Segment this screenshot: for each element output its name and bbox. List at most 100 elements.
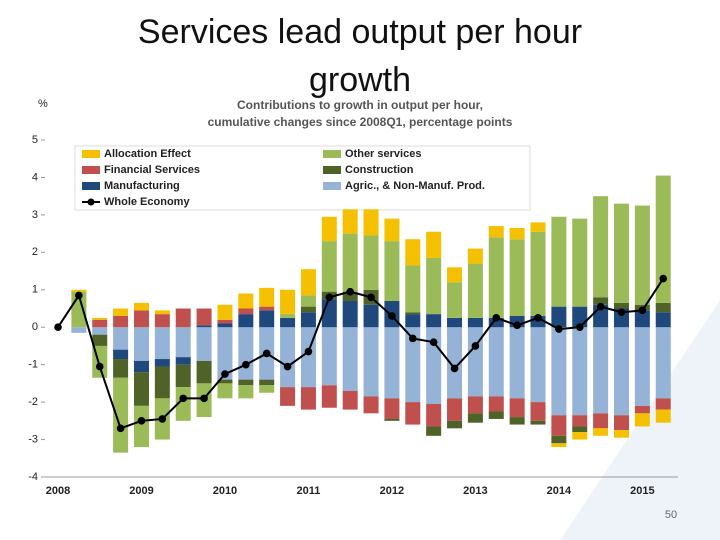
bar-segment	[113, 359, 129, 378]
line-marker	[221, 370, 229, 378]
bar-segment	[634, 205, 650, 305]
bar-segment	[467, 263, 483, 318]
bar-segment	[300, 387, 316, 410]
bar-segment	[259, 310, 275, 328]
line-marker	[346, 287, 354, 296]
bar-segment	[196, 325, 212, 328]
legend-swatch	[323, 150, 341, 158]
x-tick-label: 2013	[463, 485, 487, 497]
bar-segment	[467, 396, 483, 414]
legend-swatch	[323, 166, 341, 174]
bar-segment	[113, 377, 129, 453]
bar-segment	[572, 415, 588, 427]
bar-segment	[593, 428, 609, 436]
bar-segment	[593, 413, 609, 429]
bar-segment	[613, 308, 629, 328]
bar-segment	[467, 327, 483, 397]
bar-segment	[530, 402, 546, 421]
line-marker	[471, 342, 480, 350]
bar-segment	[447, 327, 463, 399]
bar-segment	[92, 327, 108, 335]
bar-segment	[572, 426, 588, 433]
line-marker	[555, 325, 563, 333]
bar-segment	[572, 218, 588, 307]
bar-segment	[321, 241, 337, 292]
bar-segment	[593, 327, 609, 414]
line-marker	[492, 314, 501, 322]
line-marker	[179, 394, 188, 403]
bar-segment	[280, 314, 296, 318]
x-tick-label: 2008	[46, 485, 70, 497]
bar-segment	[71, 327, 87, 333]
slide-title: Services lead output per hour growth	[137, 13, 583, 99]
bar-segment	[342, 327, 358, 391]
bar-segment	[447, 398, 463, 421]
legend-label: Manufacturing	[104, 180, 180, 192]
bar-segment	[447, 267, 463, 283]
bar-segment	[342, 390, 358, 410]
y-tick-label: 0	[32, 321, 38, 333]
bar-segment	[175, 357, 191, 365]
bar-segment	[363, 396, 379, 414]
line-marker	[116, 424, 125, 433]
legend-label: Agric., & Non-Manuf. Prod.	[345, 180, 485, 192]
bar-segment	[363, 235, 379, 290]
bar-segment	[613, 430, 629, 438]
bar-segment	[655, 327, 671, 399]
bar-segment	[655, 175, 671, 303]
line-marker	[408, 334, 417, 343]
bar-segment	[634, 413, 650, 427]
line-marker	[200, 394, 208, 403]
bar-segment	[447, 420, 463, 429]
line-marker	[367, 293, 375, 302]
bar-segment	[300, 295, 316, 307]
bar-segment	[363, 209, 379, 236]
bar-segment	[300, 269, 316, 296]
bar-segment	[133, 360, 149, 373]
bar-segment	[133, 327, 149, 361]
bar-segment	[613, 302, 629, 309]
line-marker	[283, 362, 292, 371]
bar-segment	[363, 327, 379, 397]
bar-segment	[551, 327, 567, 416]
bar-segment	[447, 282, 463, 318]
legend-label: Whole Economy	[104, 196, 190, 208]
bar-segment	[259, 385, 275, 393]
bar-segment	[238, 314, 254, 328]
bar-segment	[133, 372, 149, 406]
bar-segment	[238, 293, 254, 309]
y-tick-label: 1	[32, 284, 38, 296]
bar-segment	[613, 327, 629, 416]
bar-segment	[321, 327, 337, 386]
line-marker	[659, 274, 668, 283]
x-tick-label: 2015	[630, 485, 654, 497]
bar-segment	[384, 327, 400, 399]
bar-segment	[488, 396, 504, 412]
bar-segment	[217, 323, 233, 328]
legend-marker	[87, 198, 95, 206]
bar-segment	[384, 218, 400, 242]
y-tick-label: 2	[32, 246, 38, 258]
bar-segment	[593, 196, 609, 298]
bar-segment	[572, 432, 588, 440]
bar-segment	[238, 327, 254, 380]
bar-segment	[175, 308, 191, 328]
y-tick-label: 5	[32, 134, 38, 146]
legend-swatch	[82, 166, 100, 174]
bar-segment	[175, 327, 191, 358]
bar-segment	[551, 443, 567, 448]
legend-label: Construction	[345, 164, 414, 176]
bar-segment	[488, 237, 504, 318]
bar-segment	[154, 327, 170, 360]
bar-segment	[488, 317, 504, 328]
bar-segment	[405, 312, 421, 315]
bar-segment	[113, 327, 129, 350]
x-tick-label: 2009	[129, 485, 153, 497]
bar-segment	[530, 327, 546, 403]
bar-segment	[133, 310, 149, 328]
bar-segment	[655, 409, 671, 423]
legend-label: Other services	[345, 148, 421, 160]
bar-segment	[238, 379, 254, 386]
line-marker	[388, 312, 396, 320]
